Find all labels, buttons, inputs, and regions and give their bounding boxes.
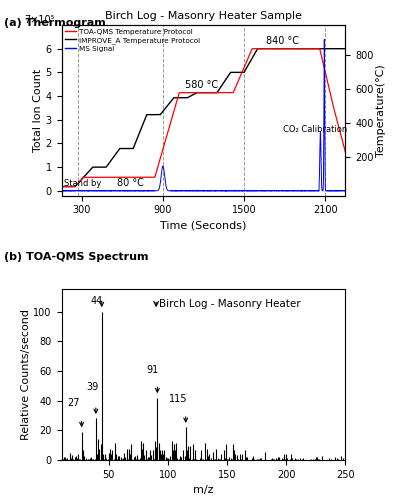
- X-axis label: m/z: m/z: [193, 486, 214, 496]
- Title: Birch Log - Masonry Heater Sample: Birch Log - Masonry Heater Sample: [105, 12, 302, 22]
- Y-axis label: Temperature(°C): Temperature(°C): [376, 64, 386, 156]
- Text: 80 °C: 80 °C: [117, 178, 144, 188]
- Text: (a) Thermogram: (a) Thermogram: [4, 18, 106, 28]
- X-axis label: Time (Seconds): Time (Seconds): [160, 221, 247, 231]
- Text: 840 °C: 840 °C: [266, 36, 299, 46]
- Text: (b) TOA-QMS Spectrum: (b) TOA-QMS Spectrum: [4, 252, 148, 262]
- Text: 580 °C: 580 °C: [185, 80, 218, 90]
- Legend: TOA-QMS Temperature Protocol, IMPROVE_A Temperature Protocol, MS Signal: TOA-QMS Temperature Protocol, IMPROVE_A …: [65, 28, 200, 52]
- Text: 27: 27: [67, 398, 80, 408]
- Text: Stand by: Stand by: [64, 180, 101, 188]
- Text: Birch Log - Masonry Heater: Birch Log - Masonry Heater: [158, 299, 300, 309]
- Text: 91: 91: [146, 366, 159, 376]
- Text: 115: 115: [170, 394, 188, 404]
- Text: 44: 44: [91, 296, 103, 306]
- Text: 7×10⁵: 7×10⁵: [25, 15, 55, 25]
- Y-axis label: Relative Counts/second: Relative Counts/second: [21, 309, 31, 440]
- Text: CO₂ Calibration: CO₂ Calibration: [283, 124, 347, 134]
- Y-axis label: Total Ion Count: Total Ion Count: [33, 68, 43, 152]
- Text: 39: 39: [86, 382, 98, 392]
